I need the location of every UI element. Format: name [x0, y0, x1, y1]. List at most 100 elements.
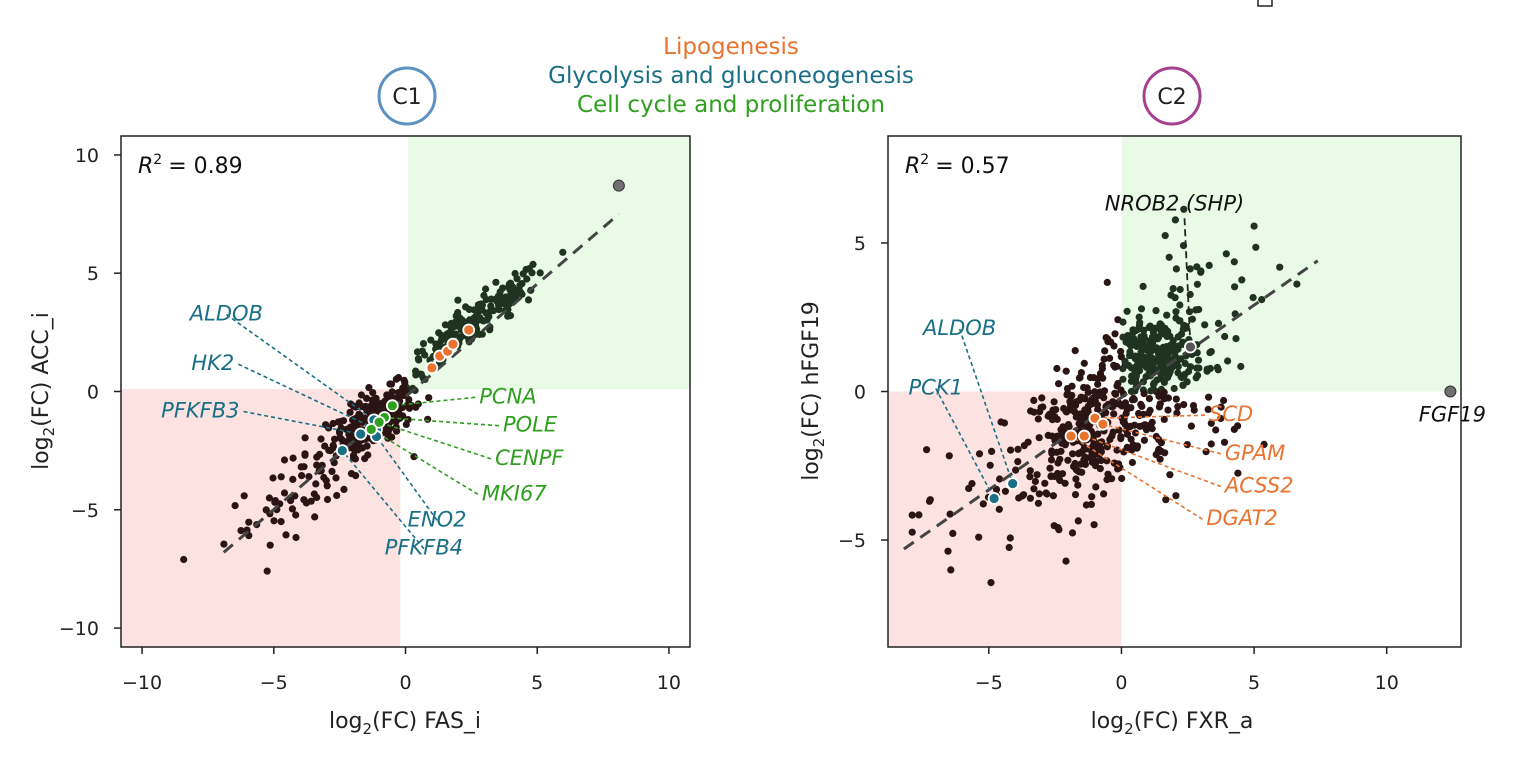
gene-label-dgat2: DGAT2	[1206, 506, 1277, 530]
data-point	[301, 434, 309, 442]
data-point	[352, 472, 360, 480]
data-point	[1099, 374, 1107, 382]
data-point	[363, 394, 371, 402]
data-point	[1157, 321, 1166, 329]
data-point	[1083, 384, 1091, 392]
gene-label-hk2: HK2	[191, 351, 234, 375]
data-point	[1164, 394, 1172, 402]
data-point	[1052, 406, 1060, 414]
data-point	[1180, 205, 1188, 213]
data-point	[1172, 308, 1180, 316]
data-point	[317, 435, 325, 443]
data-point	[1155, 355, 1163, 363]
gene-label-aldob: ALDOB	[188, 302, 263, 326]
data-point	[322, 421, 330, 429]
data-point	[266, 541, 274, 549]
data-point	[1160, 388, 1168, 396]
gene-leader-gpam	[1102, 423, 1222, 455]
fit-line	[903, 259, 1319, 551]
data-point	[1080, 446, 1088, 454]
gene-label-aldob: ALDOB	[921, 316, 996, 340]
data-point	[1179, 325, 1187, 333]
data-point	[949, 529, 957, 538]
data-point	[1068, 382, 1076, 390]
data-point	[1133, 444, 1141, 452]
x-tick-label: 0	[1115, 672, 1127, 694]
data-point	[312, 480, 320, 488]
data-point	[1195, 305, 1203, 314]
data-point	[1181, 359, 1189, 368]
data-point	[1101, 347, 1109, 355]
data-point	[1135, 313, 1143, 321]
data-point	[1007, 446, 1015, 454]
data-point	[425, 394, 433, 402]
data-point	[447, 319, 455, 328]
data-point	[1117, 433, 1125, 441]
legend-lipogenesis: Lipogenesis	[663, 34, 799, 60]
gene-label-pck1: PCK1	[909, 375, 963, 399]
y-tick-label: 0	[87, 382, 99, 404]
data-point	[1001, 487, 1010, 495]
data-point	[313, 461, 321, 469]
x-tick-label: −5	[260, 672, 288, 694]
data-point	[1058, 470, 1067, 478]
data-point	[965, 484, 973, 492]
data-point	[280, 456, 289, 464]
data-point	[1047, 456, 1056, 464]
data-point	[1161, 449, 1169, 457]
data-point	[1014, 445, 1022, 453]
data-point	[1222, 250, 1230, 258]
gene-label-pcna: PCNA	[479, 384, 536, 408]
data-point	[506, 285, 514, 294]
data-point	[1159, 343, 1167, 351]
gene-leader-cenpf	[378, 421, 492, 460]
data-point	[495, 301, 503, 309]
data-point	[392, 375, 400, 383]
data-point	[1161, 232, 1169, 240]
data-point	[475, 330, 483, 338]
data-point	[220, 540, 228, 548]
data-point	[351, 422, 360, 431]
data-point	[482, 285, 490, 293]
gene-leader-acss2	[1084, 435, 1222, 488]
data-point	[1152, 307, 1160, 315]
data-point	[1232, 335, 1240, 343]
data-point	[992, 485, 1001, 493]
data-point	[1033, 471, 1041, 479]
data-point	[1258, 296, 1266, 304]
y-tick-label: 5	[854, 233, 866, 255]
data-point	[1042, 489, 1050, 497]
y-tick-label: 10	[75, 145, 99, 167]
gene-label-cenpf: CENPF	[495, 446, 564, 470]
outlier-point	[1444, 385, 1457, 398]
data-point	[506, 291, 515, 299]
data-point	[1081, 460, 1089, 468]
data-point	[518, 290, 526, 298]
outlier-point	[612, 179, 625, 192]
data-point	[1174, 403, 1182, 411]
data-point	[1250, 222, 1258, 230]
data-point	[1212, 426, 1220, 434]
y-axis-label-c2: log2(FC) hFGF19	[799, 301, 828, 481]
data-point	[320, 473, 328, 482]
data-point	[1064, 456, 1072, 464]
data-point	[1131, 387, 1139, 395]
data-point	[1197, 267, 1205, 275]
data-point	[1276, 263, 1284, 271]
gene-label-gpam: GPAM	[1225, 441, 1285, 465]
data-point	[346, 408, 354, 416]
gene-point-nrob2	[1184, 340, 1197, 354]
data-point	[1148, 418, 1156, 426]
data-point	[1172, 395, 1180, 403]
data-point	[1142, 426, 1151, 434]
gene-point-acss2	[1077, 429, 1091, 443]
gene-leader-aldob	[225, 313, 375, 421]
data-point	[333, 491, 341, 500]
data-point	[1231, 283, 1239, 291]
data-point	[1112, 390, 1120, 398]
data-point	[1055, 526, 1063, 534]
data-point	[503, 299, 511, 307]
data-point	[1006, 534, 1014, 542]
data-point	[479, 317, 488, 325]
